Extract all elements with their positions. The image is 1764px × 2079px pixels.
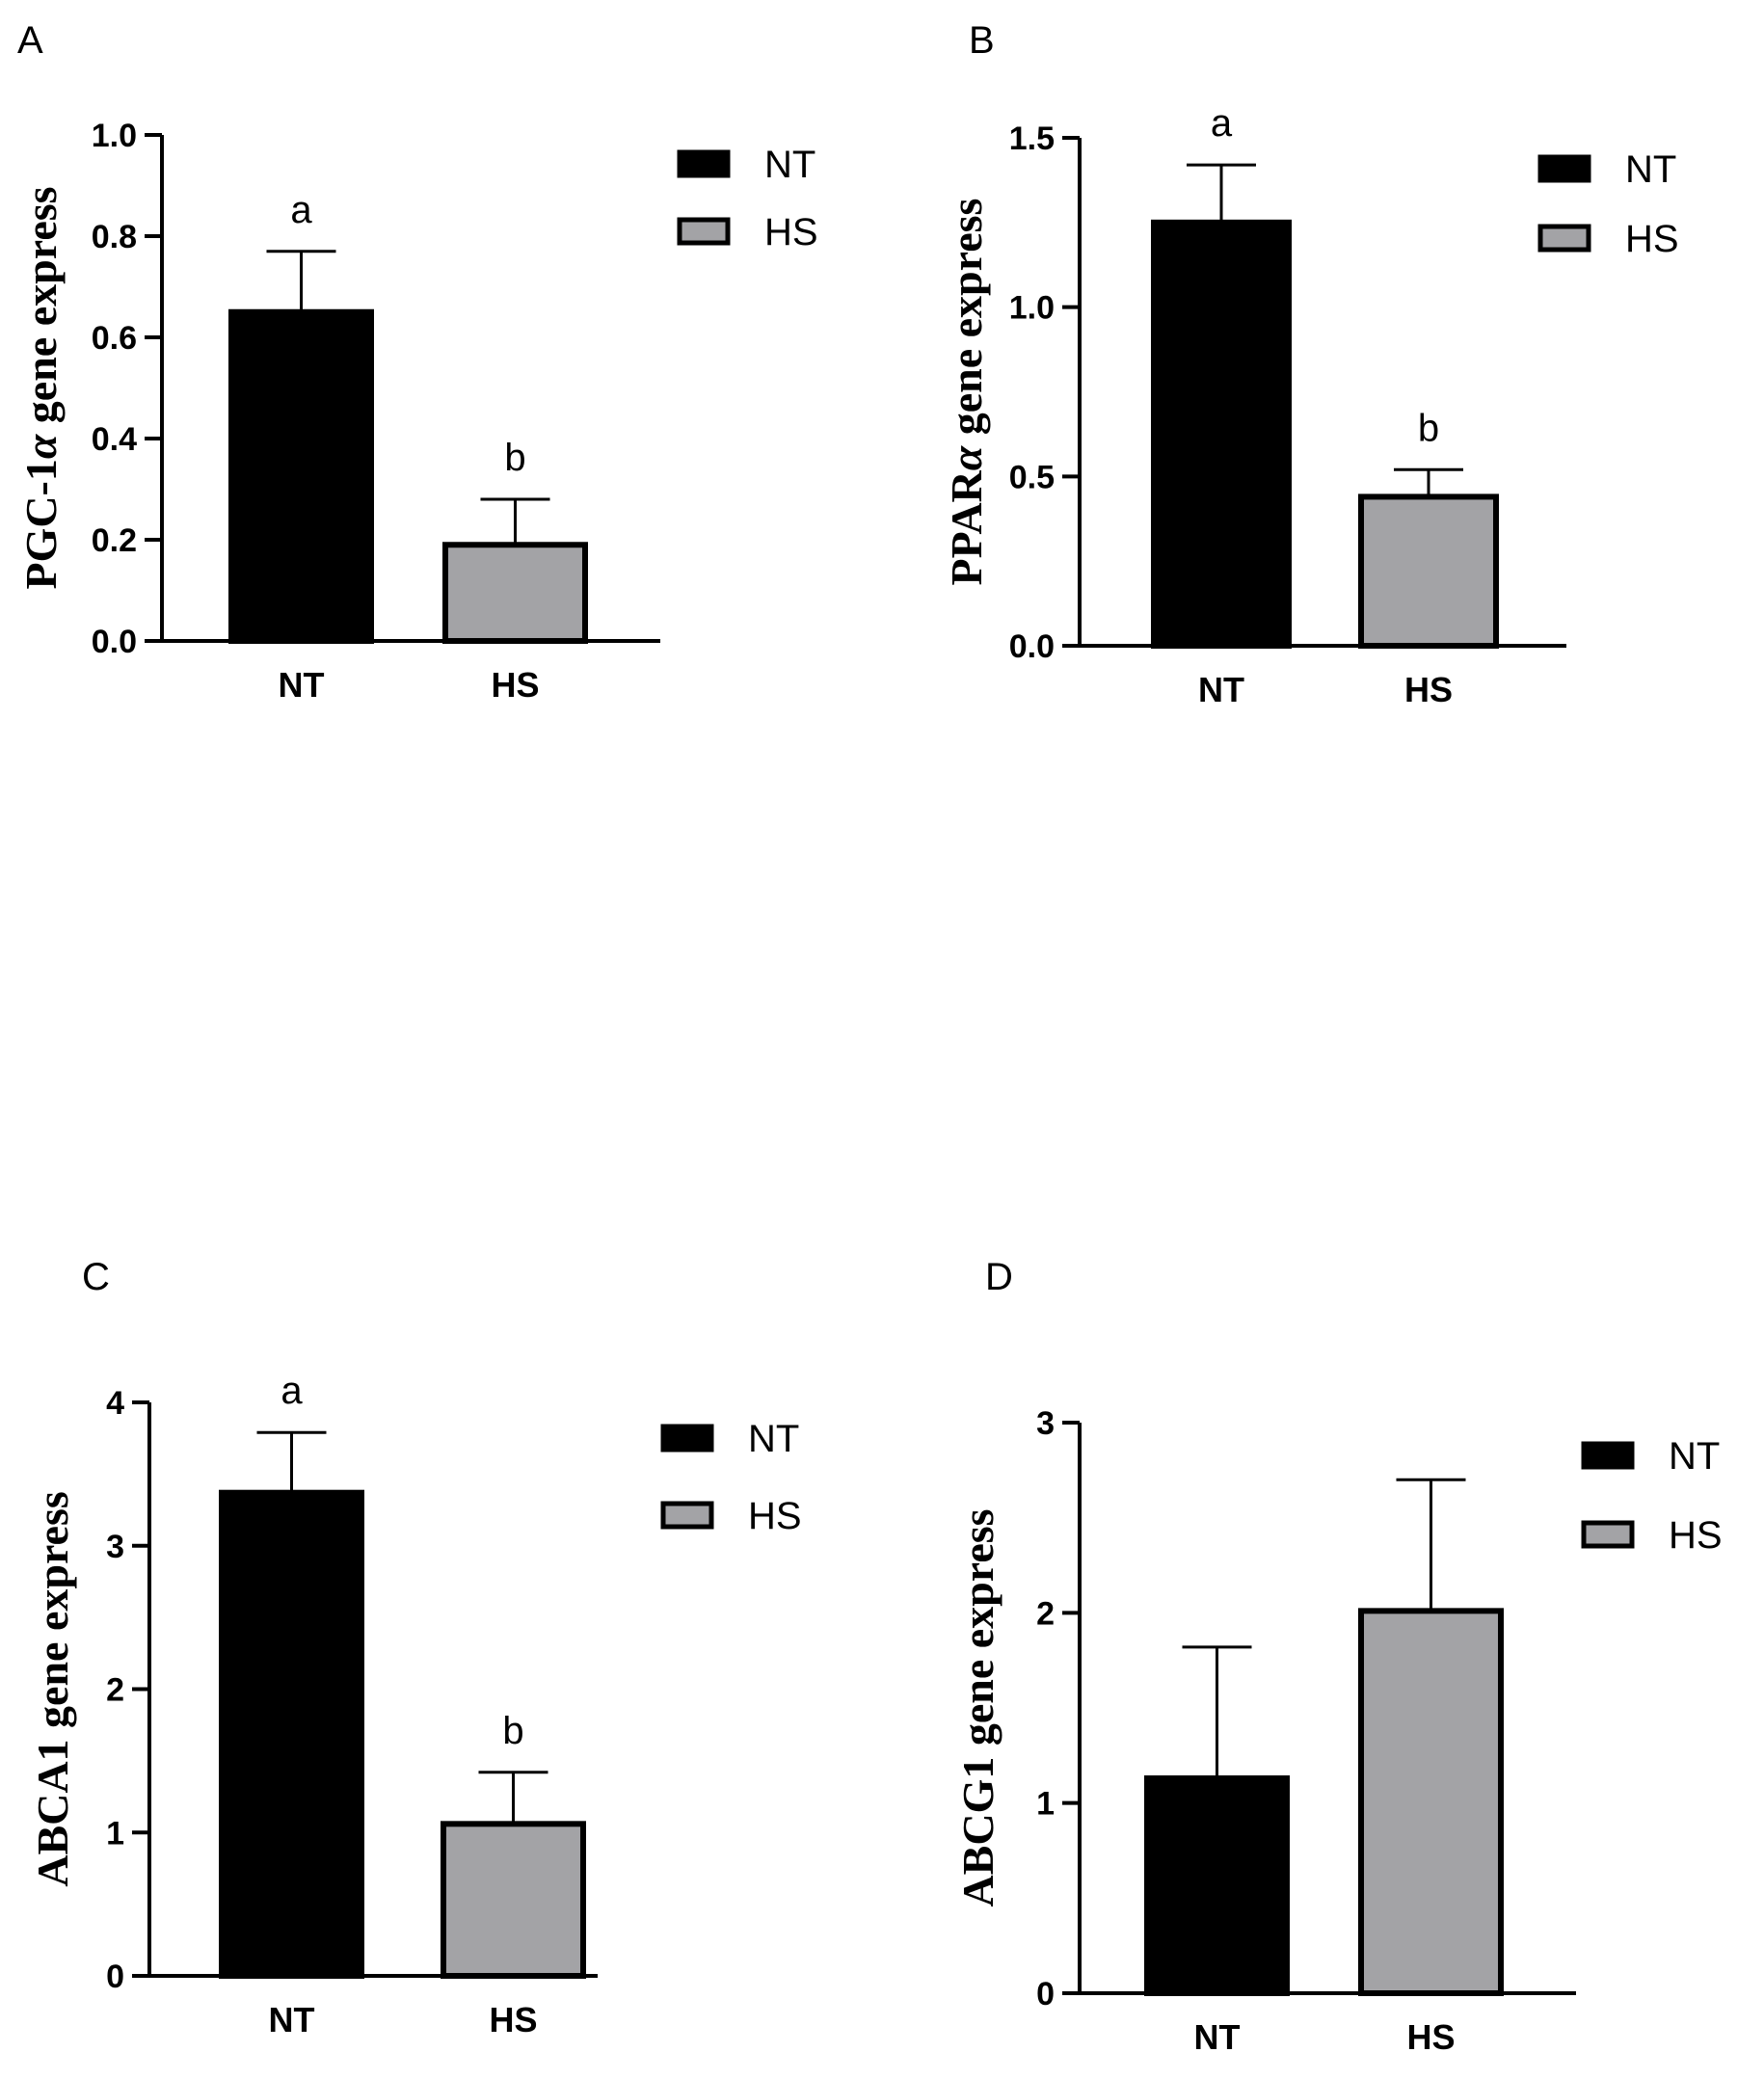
- panel-d-y-axis-label: ABCG1 gene express: [953, 1508, 1002, 1906]
- panel-b-y-tick-label: 0.0: [1009, 628, 1055, 665]
- panel-c-legend-label-hs: HS: [748, 1495, 802, 1537]
- panel-a: A 0.0 0.2 0.4 0.6 0.8 1.0 NT a HS b PGC-1α gene exp…: [16, 19, 818, 705]
- panel-c-y-tick-label: 3: [106, 1529, 124, 1565]
- panel-d-category-label: NT: [1194, 2017, 1241, 2057]
- panel-b-significance-label: b: [1418, 407, 1439, 449]
- panel-b-bar-hs: [1358, 493, 1499, 649]
- panel-d-y-tick-label: 3: [1036, 1405, 1055, 1442]
- panel-b-y-tick-label: 1.5: [1009, 120, 1055, 157]
- panel-a-legend-label-hs: HS: [764, 211, 818, 253]
- panel-c-significance-label: b: [502, 1710, 523, 1752]
- panel-a-legend-swatch-nt: [677, 149, 731, 178]
- panel-d-legend-label-hs: HS: [1669, 1514, 1723, 1557]
- panel-c: C 0 1 2 3 4 NT a HS b ABCA1 gene express NT HS: [28, 1256, 802, 2039]
- panel-d-y-tick-label: 0: [1036, 1976, 1055, 2012]
- panel-a-legend-label-nt: NT: [764, 144, 815, 186]
- panel-d-y-tick-label: 2: [1036, 1595, 1055, 1632]
- panel-a-y-tick-label: 1.0: [92, 118, 137, 154]
- panel-c-legend-swatch-hs: [660, 1501, 714, 1530]
- panel-d-bar-nt: [1144, 1775, 1290, 1996]
- panel-d-category-label: HS: [1406, 2017, 1455, 2057]
- panel-d-legend-label-nt: NT: [1669, 1435, 1720, 1478]
- panel-a-y-tick-label: 0.8: [92, 219, 137, 255]
- panel-c-y-tick-label: 4: [106, 1385, 124, 1422]
- panel-b-legend-label-nt: NT: [1625, 148, 1676, 191]
- panel-b-legend-swatch-nt: [1537, 154, 1591, 183]
- panel-c-letter: C: [82, 1256, 110, 1298]
- panel-d-legend-swatch-nt: [1581, 1441, 1635, 1470]
- panel-b-legend-label-hs: HS: [1625, 218, 1679, 260]
- panel-b-significance-label: a: [1211, 102, 1233, 145]
- panel-b-legend-swatch-hs: [1537, 224, 1591, 253]
- panel-a-y-axis-label: PGC-1α gene express: [16, 186, 66, 589]
- panel-b-y-tick-label: 1.0: [1009, 290, 1055, 327]
- panel-a-legend-swatch-hs: [677, 217, 731, 246]
- panel-a-category-label: NT: [279, 665, 325, 705]
- panel-d-bar-hs: [1358, 1608, 1504, 1996]
- panel-c-legend-swatch-nt: [660, 1424, 714, 1453]
- panel-a-y-tick-label: 0.2: [92, 522, 137, 559]
- panel-a-y-tick-label: 0.4: [92, 421, 137, 458]
- panel-a-y-tick-label: 0.0: [92, 624, 137, 660]
- panel-b-category-label: NT: [1198, 670, 1244, 709]
- panel-c-legend-label-nt: NT: [748, 1418, 799, 1460]
- panel-a-y-tick-label: 0.6: [92, 320, 137, 357]
- panel-a-letter: A: [17, 19, 43, 62]
- panel-c-y-axis-label: ABCA1 gene express: [28, 1491, 77, 1887]
- panel-d-letter: D: [985, 1256, 1013, 1298]
- panel-c-bar-hs: [441, 1821, 586, 1979]
- panel-c-bar-nt: [219, 1489, 364, 1980]
- panel-d: D 0 1 2 3 NT HS ABCG1 gene express NT HS: [953, 1256, 1723, 2057]
- panel-d-legend-swatch-hs: [1581, 1520, 1635, 1549]
- panel-c-category-label: NT: [269, 2000, 315, 2039]
- panel-a-bar-nt: [228, 308, 374, 644]
- panel-a-significance-label: b: [504, 437, 525, 479]
- panel-c-significance-label: a: [281, 1370, 303, 1412]
- panel-b-letter: B: [969, 19, 995, 62]
- panel-b-category-label: HS: [1404, 670, 1453, 709]
- panel-d-y-tick-label: 1: [1036, 1786, 1055, 1823]
- panel-a-bar-hs: [442, 542, 588, 644]
- panel-a-category-label: HS: [491, 665, 539, 705]
- panel-a-significance-label: a: [290, 189, 312, 231]
- panel-c-y-tick-label: 0: [106, 1959, 124, 1995]
- panel-b-y-tick-label: 0.5: [1009, 459, 1055, 495]
- panel-b-bar-nt: [1151, 219, 1292, 649]
- panel-b: B 0.0 0.5 1.0 1.5 NT a HS b PPARα gene express NT H…: [942, 19, 1679, 709]
- panel-b-y-axis-label: PPARα gene express: [942, 199, 991, 586]
- panel-c-y-tick-label: 1: [106, 1815, 124, 1852]
- panel-c-category-label: HS: [489, 2000, 537, 2039]
- panel-c-y-tick-label: 2: [106, 1672, 124, 1709]
